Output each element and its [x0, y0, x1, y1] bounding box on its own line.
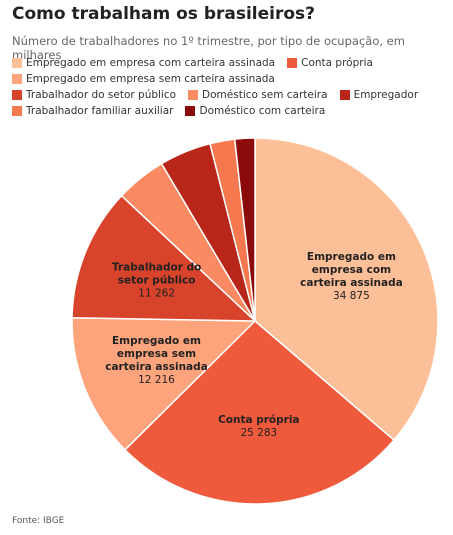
legend-swatch — [287, 58, 298, 68]
legend-item: Trabalhador familiar auxiliar — [12, 103, 173, 119]
legend-label: Conta própria — [301, 57, 373, 69]
legend-swatch — [12, 90, 22, 100]
legend-item: Empregado em empresa com carteira assina… — [12, 55, 275, 71]
legend-label: Trabalhador familiar auxiliar — [26, 105, 174, 117]
pie-slice — [254, 137, 439, 442]
slice-label: Trabalhador do setor público 11 262 — [101, 262, 213, 301]
legend-label: Empregado em empresa sem carteira assina… — [26, 73, 275, 85]
slice-value: 25 283 — [240, 427, 278, 440]
legend-label: Doméstico com carteira — [199, 105, 326, 117]
legend-label: Empregador — [353, 89, 419, 101]
legend-item: Doméstico sem carteira — [188, 87, 328, 103]
slice-category: Empregado em empresa sem carteira assina… — [105, 334, 208, 373]
legend-item: Trabalhador do setor público — [12, 87, 176, 103]
legend-swatch — [188, 90, 199, 100]
slice-value: 12 216 — [138, 373, 175, 386]
chart-subtitle: Número de trabalhadores no 1º trimestre,… — [12, 34, 405, 62]
legend-swatch — [339, 90, 350, 100]
legend-label: Trabalhador do setor público — [26, 89, 177, 101]
legend-label: Doméstico sem carteira — [202, 89, 328, 101]
slice-value: 11 262 — [138, 287, 176, 300]
slice-label: Conta própria 25 283 — [203, 414, 315, 440]
legend-item: Doméstico com carteira — [185, 103, 325, 119]
slice-value: 34 875 — [333, 289, 370, 302]
slice-label: Empregado em empresa com carteira assina… — [295, 251, 407, 303]
legend-swatch — [185, 106, 196, 116]
legend-item: Empregador — [339, 87, 419, 103]
legend: Empregado em empresa com carteira assina… — [12, 55, 442, 119]
slice-category: Trabalhador do setor público — [111, 261, 202, 287]
slice-category: Empregado em empresa com carteira assina… — [300, 250, 403, 289]
legend-item: Empregado em empresa sem carteira assina… — [12, 71, 275, 87]
source: Fonte: IBGE — [12, 516, 65, 526]
legend-item: Conta própria — [287, 55, 373, 71]
pie-slice — [71, 316, 257, 451]
pie-slice — [123, 319, 396, 505]
legend-label: Empregado em empresa com carteira assina… — [26, 57, 276, 69]
pie-slice — [71, 194, 257, 322]
chart-title: Como trabalham os brasileiros? — [12, 4, 316, 24]
legend-swatch — [12, 58, 22, 68]
legend-swatch — [12, 74, 22, 84]
slice-label: Empregado em empresa sem carteira assina… — [100, 335, 212, 387]
pie-slice — [233, 137, 256, 322]
legend-swatch — [12, 106, 22, 116]
slice-category: Conta própria — [218, 414, 300, 427]
